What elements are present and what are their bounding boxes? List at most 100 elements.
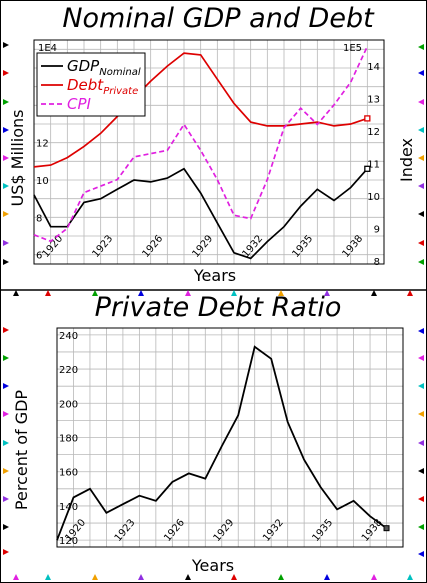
- chart1-series: [33, 46, 371, 260]
- chart1-y2-tick-label: 8: [374, 257, 380, 268]
- edge-marker-triangle: [3, 211, 9, 217]
- chart1-y-tick-label: 8: [36, 213, 42, 224]
- chart2-plot-frame: [56, 327, 404, 548]
- edge-marker-triangle: [3, 496, 9, 502]
- chart-debt-ratio: Private Debt Ratio 1920 1923 1926 1929 1932 1…: [12, 292, 404, 575]
- edge-marker-triangle: [418, 355, 424, 361]
- chart1-y2-tick-label: 12: [367, 127, 380, 138]
- edge-marker-triangle: [418, 183, 424, 189]
- edge-marker-triangle: [418, 99, 424, 105]
- edge-marker-triangle: [3, 127, 9, 133]
- edge-marker-triangle: [185, 290, 191, 296]
- chart1-y-tick-label: 6: [36, 251, 42, 262]
- edge-marker-triangle: [418, 155, 424, 161]
- chart1-y2-label: Index: [397, 138, 416, 182]
- chart2-series-line: [56, 345, 388, 541]
- chart1-y2-tick-label: 14: [367, 62, 380, 73]
- edge-marker-triangle: [3, 42, 9, 48]
- chart1-y-tick-label: 12: [36, 139, 49, 150]
- edge-marker-triangle: [3, 240, 9, 246]
- edge-marker-triangle: [418, 468, 424, 474]
- edge-marker-triangle: [3, 183, 9, 189]
- edge-marker-triangle: [92, 290, 98, 296]
- edge-marker-triangle: [418, 411, 424, 417]
- edge-marker-triangle: [371, 574, 377, 580]
- edge-marker-triangle: [418, 240, 424, 246]
- chart2-grid: [56, 328, 404, 547]
- edge-marker-triangle: [3, 440, 9, 446]
- edge-marker-triangle: [324, 290, 330, 296]
- chart1-y-label: US$ Millions: [8, 110, 27, 207]
- edge-marker-triangle: [418, 383, 424, 389]
- edge-marker-triangle: [418, 259, 424, 265]
- chart1-x-tick-label: 1923: [91, 233, 116, 260]
- edge-marker-triangle: [418, 524, 424, 530]
- edge-marker-triangle: [371, 290, 377, 296]
- edge-marker-triangle: [3, 383, 9, 389]
- chart1-series-end-marker: [364, 165, 371, 172]
- chart1-x-label: Years: [193, 266, 236, 285]
- chart1-y2-tick-label: 11: [367, 159, 380, 170]
- chart1-series-line: [33, 167, 368, 260]
- chart1-x-tick-label: 1926: [141, 233, 166, 260]
- chart2-y-label: Percent of GDP: [12, 390, 31, 511]
- edge-marker-triangle: [138, 574, 144, 580]
- edge-marker-triangle: [3, 155, 9, 161]
- edge-marker-triangle: [3, 411, 9, 417]
- edge-marker-triangle: [418, 127, 424, 133]
- chart2-y-tick-label: 240: [59, 331, 78, 342]
- edge-marker-triangle: [13, 574, 19, 580]
- chart1-y2-tick-label: 10: [367, 192, 380, 203]
- edge-marker-triangle: [418, 551, 424, 557]
- edge-marker-triangle: [3, 524, 9, 530]
- chart1-x-tick-label: 1935: [291, 233, 316, 260]
- chart2-y-tick-label: 160: [59, 468, 78, 479]
- chart1-legend-label: CPI: [67, 95, 92, 113]
- edge-marker-triangle: [278, 574, 284, 580]
- chart2-title: Private Debt Ratio: [95, 292, 342, 323]
- edge-marker-triangle: [45, 574, 51, 580]
- edge-marker-triangle: [407, 574, 413, 580]
- edge-marker-triangle: [418, 44, 424, 50]
- chart2-series: [56, 345, 390, 541]
- edge-marker-triangle: [92, 574, 98, 580]
- chart2-x-label: Years: [191, 556, 234, 575]
- edge-marker-triangle: [45, 290, 51, 296]
- chart1-series-line: [33, 52, 368, 168]
- chart1-x-tick-label: 1929: [191, 233, 216, 260]
- edge-marker-triangle: [324, 574, 330, 580]
- chart2-y-tick-label: 180: [59, 434, 78, 445]
- edge-marker-triangle: [3, 259, 9, 265]
- chart2-y-tick-label: 200: [59, 399, 78, 410]
- edge-marker-triangle: [418, 70, 424, 76]
- chart1-y2-tick-label: 9: [374, 224, 380, 235]
- chart1-title: Nominal GDP and Debt: [62, 3, 375, 34]
- chart1-x-tick-label: 1938: [341, 233, 366, 260]
- chart1-x-tick-label: 1920: [41, 233, 66, 260]
- edge-marker-triangle: [231, 574, 237, 580]
- edge-marker-triangle: [3, 99, 9, 105]
- edge-marker-triangle: [418, 211, 424, 217]
- chart1-series-end-marker: [364, 115, 371, 122]
- edge-marker-triangle: [278, 290, 284, 296]
- edge-markers: [3, 42, 424, 580]
- edge-marker-triangle: [3, 468, 9, 474]
- edge-marker-triangle: [138, 290, 144, 296]
- chart2-y-tick-label: 220: [59, 365, 78, 376]
- chart2-series-end-marker: [383, 525, 390, 532]
- edge-marker-triangle: [3, 70, 9, 76]
- edge-marker-triangle: [13, 290, 19, 296]
- edge-marker-triangle: [418, 496, 424, 502]
- chart1-y-tick-label: 10: [36, 176, 49, 187]
- chart1-y-multiplier: 1E4: [38, 43, 57, 54]
- chart2-y-tick-label: 120: [59, 536, 78, 547]
- edge-marker-triangle: [231, 290, 237, 296]
- edge-marker-triangle: [418, 328, 424, 334]
- chart1-y2-multiplier: 1E5: [343, 43, 362, 54]
- edge-marker-triangle: [3, 549, 9, 555]
- chart1-legend-label: GDPNominal: [67, 57, 141, 78]
- edge-marker-triangle: [3, 355, 9, 361]
- chart1-series-line: [33, 46, 369, 243]
- chart-gdp-debt: Nominal GDP and Debt 1920 1923 1926 1929 193…: [8, 3, 416, 285]
